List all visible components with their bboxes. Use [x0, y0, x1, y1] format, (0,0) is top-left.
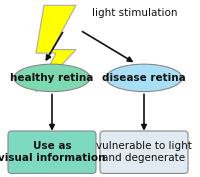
Text: Use as
visual information: Use as visual information: [0, 141, 106, 163]
Text: healthy retina: healthy retina: [10, 73, 94, 83]
Text: vulnerable to light
and degenerate: vulnerable to light and degenerate: [96, 141, 192, 163]
Ellipse shape: [14, 64, 90, 92]
Text: light stimulation: light stimulation: [92, 8, 178, 18]
FancyBboxPatch shape: [100, 131, 188, 173]
Polygon shape: [36, 5, 76, 92]
Ellipse shape: [106, 64, 182, 92]
FancyBboxPatch shape: [8, 131, 96, 173]
Text: disease retina: disease retina: [102, 73, 186, 83]
